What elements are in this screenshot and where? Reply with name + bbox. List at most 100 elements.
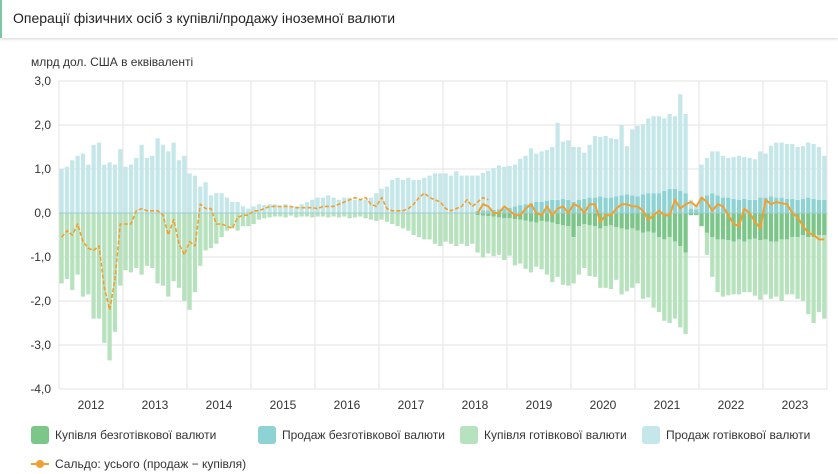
x-tick-label: 2022	[718, 398, 745, 412]
legend-item-saldo-total[interactable]: Сальдо: усього (продаж − купівля)	[31, 457, 246, 471]
bar-buy-136	[784, 213, 790, 240]
bar-buy-39	[267, 213, 272, 218]
legend-label: Купівля готівкової валюти	[484, 428, 627, 442]
bar-buy-108	[635, 213, 640, 231]
bar-buy-124	[720, 213, 726, 240]
bar-buy-76	[464, 213, 470, 246]
bar-sell-121	[704, 195, 710, 213]
bar-sell-135	[779, 197, 784, 213]
bar-sell-123	[715, 151, 720, 196]
legend-item-sell-cashless[interactable]: Продаж безготівкової валюти	[258, 426, 445, 444]
bar-buy-107	[630, 213, 635, 229]
y-axis-unit-label: млрд дол. США в еквіваленті	[31, 55, 194, 69]
bar-buy-67	[416, 213, 422, 238]
bar-sell-142	[816, 147, 822, 200]
legend-item-buy-cash[interactable]: Купівля готівкової валюти	[460, 426, 627, 444]
bar-buy-36	[251, 213, 256, 224]
y-axis-ticks: 3,0 2,0 1,0 0,0 -1,0 -2,0 -3,0 -4,0	[30, 74, 51, 396]
bar-buy-134	[774, 213, 779, 242]
legend-item-sell-cash[interactable]: Продаж готівкової валюти	[642, 426, 810, 444]
bar-buy-128	[742, 241, 747, 293]
bar-sell-128	[742, 157, 747, 199]
bar-buy-72	[443, 213, 448, 242]
y-tick-label: 2,0	[34, 118, 51, 132]
bar-sell-78	[475, 175, 480, 211]
bar-sell-103	[608, 138, 614, 198]
bar-sell-141	[811, 198, 816, 213]
bar-sell-42	[283, 204, 288, 213]
bar-sell-2	[70, 160, 75, 213]
bar-sell-125	[726, 197, 731, 213]
bar-buy-109	[640, 232, 646, 299]
legend-item-buy-cashless[interactable]: Купівля безготівкової валюти	[31, 426, 216, 444]
bar-sell-46	[304, 202, 310, 213]
bar-sell-41	[278, 206, 283, 213]
x-tick-label: 2023	[782, 398, 809, 412]
bar-sell-138	[795, 199, 800, 213]
x-tick-label: 2020	[590, 398, 617, 412]
saldo-cash-line	[61, 192, 489, 311]
bar-buy-98	[582, 213, 587, 224]
bar-sell-58	[368, 197, 374, 213]
bar-sell-130	[752, 159, 758, 200]
bar-buy-123	[715, 213, 720, 240]
bar-sell-40	[272, 204, 278, 213]
bar-buy-30	[219, 213, 224, 238]
bar-sell-103	[608, 197, 614, 213]
bar-buy-126	[731, 241, 736, 295]
bar-sell-129	[747, 199, 752, 213]
bar-buy-141	[811, 213, 816, 238]
bar-sell-101	[598, 196, 603, 213]
y-tick-label: -3,0	[30, 338, 51, 352]
bar-buy-94	[560, 213, 566, 226]
bar-buy-133	[768, 213, 774, 242]
bar-sell-51	[331, 197, 336, 213]
bar-buy-65	[406, 213, 411, 231]
bar-sell-25	[192, 175, 198, 213]
bar-sell-20	[166, 151, 171, 213]
y-tick-label: -4,0	[30, 382, 51, 396]
bar-sell-105	[619, 125, 624, 196]
bar-buy-42	[283, 213, 288, 218]
bar-sell-139	[800, 198, 806, 213]
bar-sell-15	[139, 144, 144, 213]
bar-sell-43	[288, 206, 294, 213]
legend-label: Продаж готівкової валюти	[666, 428, 811, 442]
bar-sell-90	[539, 151, 544, 202]
bars-layer	[59, 94, 827, 361]
bar-sell-60	[379, 188, 384, 213]
bar-sell-118	[688, 208, 694, 213]
bar-sell-113	[662, 191, 667, 213]
bar-buy-92	[550, 222, 555, 283]
bar-sell-97	[576, 147, 582, 200]
bar-sell-61	[384, 186, 390, 213]
bar-buy-110	[646, 231, 651, 298]
bar-sell-136	[784, 143, 790, 199]
bar-sell-19	[160, 144, 166, 213]
bar-sell-132	[763, 153, 768, 198]
bar-sell-5	[86, 164, 91, 213]
bar-sell-65	[406, 177, 411, 213]
bar-sell-115	[672, 116, 678, 189]
bar-sell-134	[774, 142, 779, 198]
bar-sell-104	[614, 196, 619, 213]
bar-buy-92	[550, 213, 555, 223]
bar-buy-58	[368, 213, 374, 220]
bar-buy-84	[507, 218, 512, 256]
bar-sell-112	[656, 116, 662, 194]
bar-buy-87	[523, 220, 528, 269]
bar-buy-15	[139, 213, 144, 275]
bar-sell-86	[518, 158, 523, 206]
bar-buy-75	[459, 213, 464, 244]
bar-buy-117	[683, 252, 688, 334]
bar-sell-16	[144, 158, 150, 213]
bar-sell-3	[75, 155, 80, 213]
bar-buy-12	[123, 213, 128, 271]
bar-sell-47	[310, 199, 315, 213]
bar-buy-83	[502, 213, 507, 219]
bar-buy-68	[422, 213, 427, 240]
bar-sell-63	[395, 177, 400, 213]
bar-buy-114	[667, 213, 672, 238]
bar-sell-66	[411, 180, 416, 213]
bar-buy-60	[379, 213, 384, 220]
